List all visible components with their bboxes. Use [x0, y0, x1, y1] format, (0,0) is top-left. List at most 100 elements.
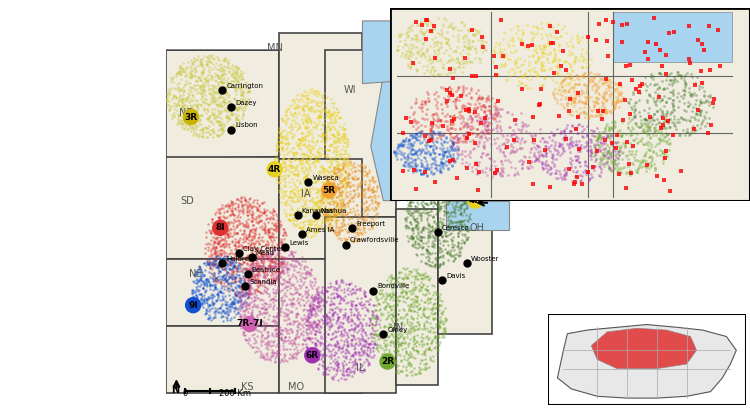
Point: [228, 217, 240, 224]
Point: [262, 341, 274, 348]
Point: [407, 235, 419, 242]
Point: [340, 179, 352, 186]
Point: [307, 205, 319, 212]
Point: [455, 218, 467, 224]
Point: [251, 338, 262, 345]
Point: [470, 49, 482, 56]
Point: [410, 168, 422, 175]
Point: [311, 206, 323, 213]
Point: [375, 311, 387, 318]
Point: [463, 27, 475, 33]
Point: [479, 168, 491, 175]
Point: [243, 208, 255, 215]
Point: [258, 280, 270, 286]
Point: [431, 218, 443, 225]
Point: [305, 127, 317, 133]
Point: [436, 187, 448, 194]
Circle shape: [468, 193, 483, 208]
Point: [412, 306, 424, 313]
Point: [260, 335, 272, 342]
Point: [317, 194, 329, 201]
Point: [216, 122, 228, 129]
Point: [331, 303, 343, 310]
Point: [442, 193, 454, 199]
Point: [648, 110, 660, 117]
Point: [207, 97, 219, 103]
Point: [338, 155, 350, 162]
Point: [346, 186, 358, 193]
Point: [278, 257, 290, 264]
Point: [625, 132, 637, 138]
Point: [323, 213, 335, 219]
Point: [558, 87, 570, 94]
Point: [402, 25, 414, 31]
Point: [298, 201, 310, 208]
Point: [358, 342, 370, 349]
Point: [425, 224, 437, 231]
Point: [331, 166, 343, 173]
Point: [332, 185, 344, 191]
Point: [421, 189, 433, 196]
Text: 200 Km: 200 Km: [219, 389, 251, 398]
Point: [295, 329, 307, 336]
Point: [213, 255, 225, 262]
Point: [414, 271, 426, 278]
Point: [172, 119, 184, 125]
Point: [384, 351, 396, 358]
Point: [374, 287, 386, 293]
Point: [340, 184, 352, 191]
Point: [442, 180, 454, 187]
Point: [574, 110, 586, 117]
Point: [439, 232, 451, 238]
Point: [176, 112, 188, 118]
Point: [317, 165, 329, 171]
Point: [242, 281, 254, 288]
Point: [439, 246, 451, 252]
Point: [432, 93, 444, 99]
Point: [354, 335, 366, 342]
Point: [296, 95, 307, 102]
Point: [294, 224, 306, 231]
Point: [350, 282, 361, 289]
Point: [220, 113, 232, 120]
Point: [405, 232, 417, 239]
Point: [205, 131, 217, 138]
Point: [325, 194, 337, 201]
Point: [408, 322, 420, 329]
Point: [566, 123, 578, 130]
Point: [445, 218, 457, 225]
Point: [494, 45, 506, 52]
Point: [334, 375, 346, 382]
Point: [654, 147, 666, 154]
Point: [356, 191, 368, 198]
Point: [202, 54, 214, 60]
Point: [199, 76, 211, 83]
Point: [436, 233, 448, 240]
Point: [271, 144, 283, 150]
Point: [601, 151, 613, 158]
Point: [207, 262, 219, 269]
Point: [274, 261, 286, 268]
Point: [415, 229, 427, 235]
Point: [654, 46, 666, 53]
Point: [202, 278, 214, 285]
Point: [220, 77, 232, 84]
Point: [217, 98, 229, 104]
Point: [301, 326, 313, 333]
Point: [308, 174, 320, 181]
Point: [320, 216, 332, 222]
Point: [405, 321, 417, 328]
Point: [337, 367, 349, 373]
Point: [221, 112, 233, 118]
Point: [250, 225, 262, 232]
Point: [404, 132, 416, 138]
Point: [337, 353, 349, 360]
Point: [310, 228, 322, 235]
Point: [317, 116, 329, 123]
Point: [316, 208, 328, 214]
Point: [300, 329, 312, 336]
Point: [393, 341, 405, 348]
Point: [660, 77, 672, 84]
Point: [428, 150, 440, 156]
Point: [281, 306, 293, 313]
